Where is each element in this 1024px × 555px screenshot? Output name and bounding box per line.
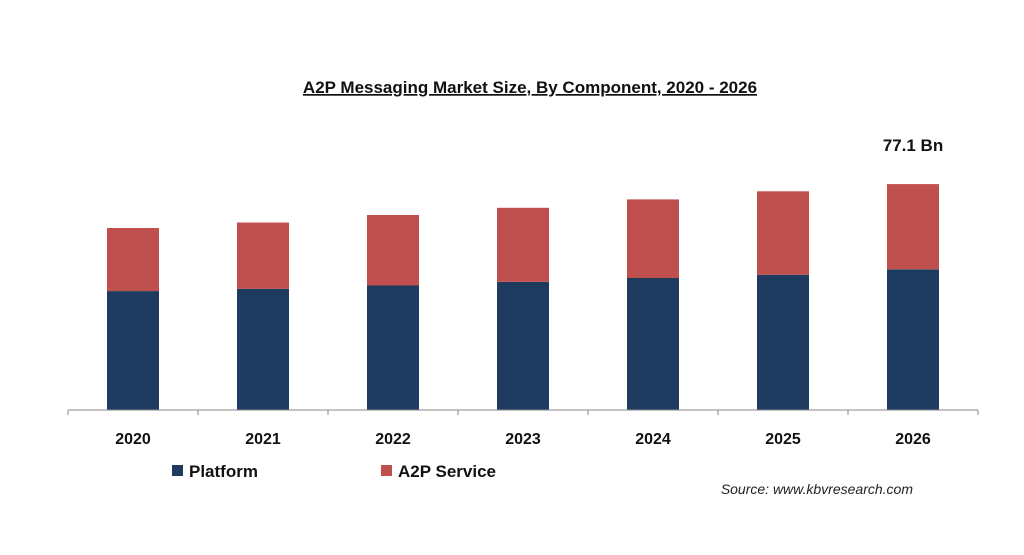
x-tick-label-2022: 2022: [375, 431, 411, 448]
data-label-2026: 77.1 Bn: [883, 136, 943, 155]
x-tick-label-2021: 2021: [245, 431, 281, 448]
x-tick-label-2020: 2020: [115, 431, 151, 448]
x-tick-label-2026: 2026: [895, 431, 931, 448]
bars-layer: [107, 184, 939, 411]
chart-title: A2P Messaging Market Size, By Component,…: [303, 78, 757, 97]
bar-a2p-service-2022: [367, 215, 419, 286]
bar-platform-2026: [887, 269, 939, 410]
bar-platform-2021: [237, 288, 289, 410]
bar-a2p-service-2021: [237, 222, 289, 289]
bar-a2p-service-2024: [627, 199, 679, 278]
data-labels: 77.1 Bn: [883, 136, 943, 155]
x-tick-label-2023: 2023: [505, 431, 541, 448]
bar-a2p-service-2023: [497, 207, 549, 282]
bar-platform-2024: [627, 278, 679, 410]
bar-platform-2023: [497, 282, 549, 410]
legend-label-a2p-service: A2P Service: [398, 462, 496, 481]
legend-swatch-platform: [172, 465, 183, 476]
bar-platform-2020: [107, 291, 159, 411]
bar-platform-2022: [367, 285, 419, 410]
legend-swatch-a2p-service: [381, 465, 392, 476]
legend: Platform A2P Service: [172, 462, 496, 481]
bar-a2p-service-2026: [887, 184, 939, 270]
source-note: Source: www.kbvresearch.com: [721, 481, 914, 497]
bar-platform-2025: [757, 274, 809, 410]
x-tick-label-2024: 2024: [635, 431, 671, 448]
x-axis-ticks: 2020 2021 2022 2023 2024 2025 2026: [67, 410, 979, 448]
legend-label-platform: Platform: [189, 462, 258, 481]
bar-a2p-service-2020: [107, 228, 159, 291]
x-tick-label-2025: 2025: [765, 431, 801, 448]
bar-a2p-service-2025: [757, 191, 809, 275]
